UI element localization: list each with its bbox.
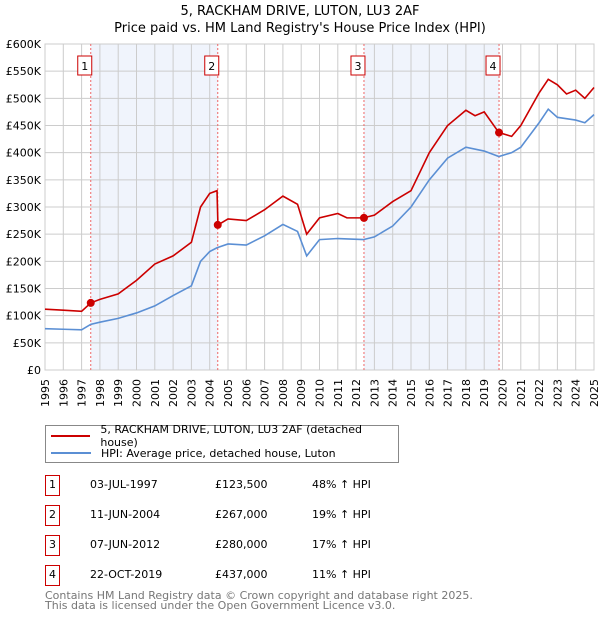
- y-tick-label: £550K: [6, 65, 42, 78]
- x-tick-label: 2008: [277, 379, 290, 407]
- x-tick-label: 1998: [94, 379, 107, 407]
- x-tick-label: 2006: [240, 379, 253, 407]
- x-tick-label: 2000: [131, 379, 144, 407]
- legend-item-property: 5, RACKHAM DRIVE, LUTON, LU3 2AF (detach…: [51, 423, 398, 449]
- sale-point: [495, 128, 504, 137]
- plot-frame: [44, 43, 595, 371]
- chart-subtitle: Price paid vs. HM Land Registry's House …: [114, 21, 486, 36]
- sale-date: 07-JUN-2012: [90, 538, 161, 551]
- y-tick-label: £450K: [6, 120, 42, 133]
- sale-marker-label: 1: [81, 60, 88, 73]
- x-tick-label: 1999: [112, 379, 125, 407]
- sale-price: £123,500: [215, 478, 268, 491]
- sale-marker-box: [204, 55, 220, 76]
- sale-date: 03-JUL-1997: [90, 478, 158, 491]
- sale-date: 11-JUN-2004: [90, 508, 161, 521]
- sale-marker-box: [77, 55, 93, 76]
- y-tick-label: £600K: [6, 38, 42, 51]
- legend-item-hpi: HPI: Average price, detached house, Luto…: [51, 446, 336, 460]
- x-tick-label: 2002: [167, 379, 180, 407]
- sale-date: 22-OCT-2019: [90, 568, 163, 581]
- legend-swatch-hpi: [51, 452, 91, 454]
- x-tick-label: 2017: [442, 379, 455, 407]
- x-tick-label: 1995: [39, 379, 52, 407]
- x-tick-label: 2012: [350, 379, 363, 407]
- x-tick-label: 2018: [460, 379, 473, 407]
- footer-copyright: Contains HM Land Registry data © Crown c…: [45, 589, 473, 602]
- x-tick-label: 2015: [405, 379, 418, 407]
- y-tick-label: £350K: [6, 174, 42, 187]
- x-tick-label: 2001: [149, 379, 162, 407]
- sale-marker-box: [350, 55, 366, 76]
- sale-marker-box: [485, 55, 501, 76]
- sale-marker-badge: 4: [45, 565, 60, 586]
- sale-marker-badge: 2: [45, 505, 60, 526]
- series-line: [44, 107, 595, 331]
- x-tick-label: 2025: [588, 379, 600, 407]
- x-tick-label: 2022: [533, 379, 546, 407]
- hpi-diff: 17% ↑ HPI: [312, 538, 371, 551]
- x-tick-label: 2004: [204, 379, 217, 407]
- y-tick-label: £500K: [6, 92, 42, 105]
- y-tick-label: £400K: [6, 147, 42, 160]
- series-line: [44, 78, 595, 313]
- x-tick-label: 2010: [314, 379, 327, 407]
- x-tick-label: 2014: [387, 379, 400, 407]
- sale-point: [359, 213, 368, 222]
- chart-title: 5, RACKHAM DRIVE, LUTON, LU3 2AF: [180, 4, 420, 19]
- sale-marker-badge: 3: [45, 535, 60, 556]
- price-chart: 1995 1996 1997 1998 1999 2000 2001 2002 2003 2004…: [6, 38, 600, 407]
- legend: 5, RACKHAM DRIVE, LUTON, LU3 2AF (detach…: [45, 423, 399, 463]
- legend-label: 5, RACKHAM DRIVE, LUTON, LU3 2AF (detach…: [100, 423, 362, 449]
- sale-price: £280,000: [215, 538, 268, 551]
- sale-marker-badge: 1: [45, 475, 60, 496]
- x-tick-label: 2023: [551, 379, 564, 407]
- y-tick-label: £50K: [13, 337, 42, 350]
- hpi-diff: 48% ↑ HPI: [312, 478, 371, 491]
- x-tick-label: 2009: [295, 379, 308, 407]
- legend-swatch-property: [51, 435, 91, 437]
- x-tick-label: 2003: [185, 379, 198, 407]
- hpi-diff: 19% ↑ HPI: [312, 508, 371, 521]
- y-tick-label: £250K: [6, 228, 42, 241]
- x-tick-label: 2021: [515, 379, 528, 407]
- sale-price: £267,000: [215, 508, 268, 521]
- y-tick-label: £0: [27, 364, 41, 377]
- x-tick-label: 2011: [332, 379, 345, 407]
- x-tick-label: 2005: [222, 379, 235, 407]
- y-tick-label: £200K: [6, 255, 42, 268]
- sale-marker-label: 2: [208, 60, 215, 73]
- sale-point: [213, 220, 222, 229]
- y-tick-label: £300K: [6, 201, 42, 214]
- hpi-diff: 11% ↑ HPI: [312, 568, 371, 581]
- x-tick-label: 2016: [423, 379, 436, 407]
- x-tick-label: 1997: [76, 379, 89, 407]
- sale-marker-label: 4: [490, 60, 497, 73]
- legend-label: HPI: Average price, detached house, Luto…: [101, 446, 336, 460]
- footer-licence: This data is licensed under the Open Gov…: [45, 599, 396, 612]
- x-tick-label: 1996: [57, 379, 70, 407]
- sale-marker-label: 3: [354, 60, 361, 73]
- sale-price: £437,000: [215, 568, 268, 581]
- x-tick-label: 2024: [570, 379, 583, 407]
- x-tick-label: 2013: [368, 379, 381, 407]
- sale-point: [86, 298, 95, 307]
- x-tick-label: 2019: [478, 379, 491, 407]
- x-tick-label: 2020: [497, 379, 510, 407]
- y-tick-label: £150K: [6, 283, 42, 296]
- x-tick-label: 2007: [259, 379, 272, 407]
- y-tick-label: £100K: [6, 310, 42, 323]
